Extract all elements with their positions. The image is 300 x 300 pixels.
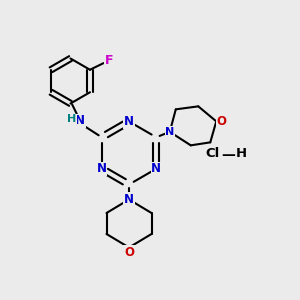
Text: H: H (67, 114, 76, 124)
Text: —: — (221, 148, 235, 161)
Text: N: N (124, 193, 134, 206)
Text: Cl: Cl (206, 147, 220, 160)
Text: O: O (216, 115, 226, 128)
Text: N: N (75, 114, 85, 127)
Text: N: N (97, 162, 107, 175)
Text: F: F (105, 54, 113, 67)
Text: O: O (124, 245, 134, 259)
Text: H: H (236, 147, 247, 160)
Text: N: N (124, 115, 134, 128)
Text: N: N (151, 162, 161, 175)
Text: N: N (165, 127, 174, 137)
